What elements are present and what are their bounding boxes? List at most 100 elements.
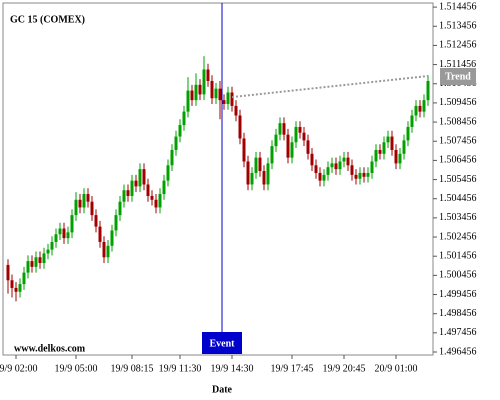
y-tick-label: 1.504456 [439,193,477,204]
candle-body [358,172,362,179]
candle-body [162,180,166,195]
candle-body [154,199,158,208]
candle-body [382,142,386,154]
trend-line [231,75,429,99]
candle-body [66,232,70,239]
candle-body [386,136,390,143]
candle-body [178,125,182,137]
candle-body [402,140,406,154]
event-label: Event [210,338,236,349]
candle-body [394,149,398,164]
candle-body [70,215,74,233]
candle-body [290,142,294,158]
x-tick-label: 19/9 14:30 [210,363,253,374]
watermark: www.delkos.com [14,343,86,354]
y-tick-label: 1.513456 [439,21,477,32]
candle-body [314,165,318,173]
candle-body [114,215,118,231]
candle-body [226,92,230,104]
candle-body [242,138,246,162]
x-tick-label: 19/9 02:00 [0,363,38,374]
candle-body [134,180,138,187]
candle-body [238,115,242,139]
candle-body [206,69,210,81]
y-tick-label: 1.497456 [439,327,477,338]
candle-body [34,257,38,267]
candle-body [86,194,90,202]
y-tick-label: 1.503456 [439,212,477,223]
candle-body [78,199,82,208]
candle-body [50,241,54,250]
candle-body [338,161,342,170]
candle-body [26,261,30,273]
candle-body [374,149,378,162]
candle-body [202,69,206,95]
candle-body [106,245,110,258]
chart-title: GC 15 (COMEX) [10,14,85,25]
plot-frame [2,2,434,356]
candle-body [370,161,374,173]
candle-body [46,249,50,254]
y-tick-label: 1.500456 [439,270,477,281]
candle-body [410,115,414,127]
candle-body [186,90,190,112]
candle-body [10,280,14,288]
candle-body [362,172,366,177]
candle-body [354,174,358,179]
candle-body [334,163,338,170]
y-tick-label: 1.514456 [439,1,477,12]
y-tick-label: 1.508456 [439,116,477,127]
y-tick-label: 1.499456 [439,289,477,300]
candle-body [230,92,234,106]
candle-body [350,165,354,175]
candle-body [194,84,198,101]
candle-body [58,228,62,235]
candle-body [326,167,330,175]
candle-body [94,215,98,227]
candle-body [398,153,402,164]
candle-body [102,241,106,258]
x-tick-label: 19/9 05:00 [54,363,97,374]
x-tick-label: 19/9 08:15 [110,363,153,374]
candle-body [298,126,302,133]
candle-body [390,136,394,150]
event-box [202,332,242,354]
candle-body [262,171,266,185]
x-tick-label: 19/9 17:45 [270,363,313,374]
y-tick-label: 1.507456 [439,136,477,147]
candle-body [166,165,170,181]
y-tick-label: 1.502456 [439,231,477,242]
candle-body [214,88,218,99]
candle-body [330,163,334,168]
candle-body [274,134,278,147]
x-tick-label: 19/9 11:30 [159,363,202,374]
candle-body [54,234,58,242]
y-tick-label: 1.512456 [439,40,477,51]
y-tick-label: 1.509456 [439,97,477,108]
candle-body [122,190,126,202]
candle-body [142,169,146,185]
candle-body [158,194,162,208]
candle-body [278,123,282,135]
candle-body [182,111,186,126]
y-tick-label: 1.496456 [439,346,477,357]
candle-body [42,253,46,264]
candle-body [98,226,102,242]
candle-body [22,272,26,285]
trend-box [440,68,476,86]
candle-body [266,163,270,185]
candle-body [38,257,42,264]
candle-body [218,88,222,101]
candle-body [318,172,322,181]
candle-body [250,172,254,185]
candle-body [18,284,22,292]
candle-body [258,157,262,172]
y-tick-label: 1.511456 [439,59,476,70]
candle-body [234,105,238,116]
candle-body [110,230,114,246]
candle-body [222,100,226,104]
y-tick-label: 1.498456 [439,308,477,319]
candle-body [6,264,10,281]
candle-body [294,126,298,143]
